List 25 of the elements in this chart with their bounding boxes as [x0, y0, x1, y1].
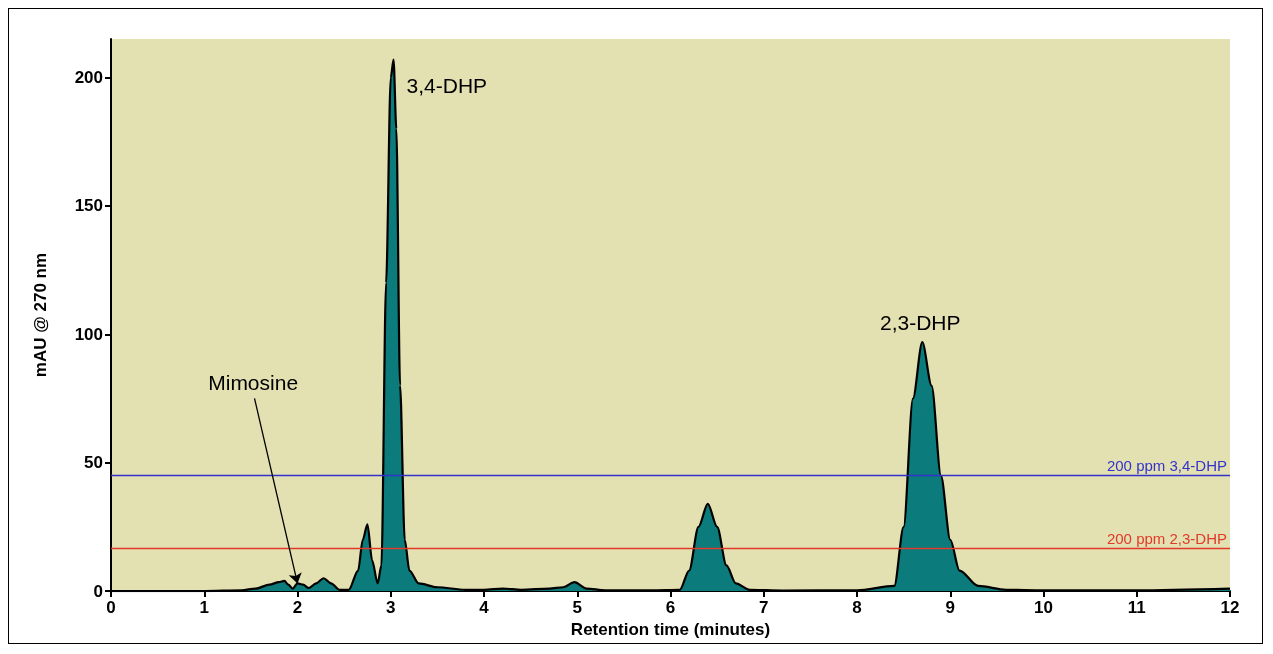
x-tick-label: 6 [665, 598, 676, 618]
y-tick-label: 200 [74, 68, 103, 88]
x-tick-label: 10 [1034, 598, 1053, 618]
x-axis-title: Retention time (minutes) [570, 620, 771, 639]
y-tick-label: 50 [84, 453, 103, 473]
annotation: Mimosine [208, 370, 299, 394]
y-tick-label: 0 [93, 581, 103, 601]
x-tick-label: 7 [759, 598, 769, 618]
x-tick-label: 0 [106, 598, 116, 618]
x-tick-label: 11 [1127, 598, 1146, 618]
x-tick-label: 2 [292, 598, 303, 618]
x-tick-label: 9 [945, 598, 955, 618]
y-axis-title: mAU @ 270 nm [31, 252, 50, 378]
annotation: 3,4-DHP [406, 74, 488, 98]
ref-line-label: 200 ppm 3,4-DHP [1106, 456, 1227, 474]
x-tick-label: 1 [199, 598, 209, 618]
x-tick-label: 12 [1220, 598, 1240, 618]
x-tick-label: 3 [386, 598, 396, 618]
x-tick-label: 8 [852, 598, 862, 618]
x-tick-label: 5 [572, 598, 582, 618]
ref-line-label: 200 ppm 2,3-DHP [1106, 529, 1227, 547]
y-tick-label: 150 [74, 196, 103, 216]
y-tick-label: 100 [74, 324, 103, 344]
annotation: 2,3-DHP [880, 311, 961, 335]
x-tick-label: 4 [479, 598, 490, 618]
